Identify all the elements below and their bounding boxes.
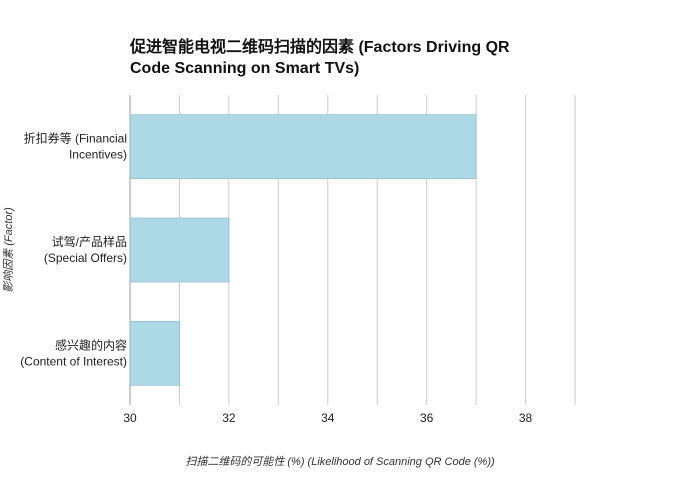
chart-title-line-1: 促进智能电视二维码扫描的因素 (Factors Driving QR [129,37,510,56]
x-tick-labels: 30 32 34 36 38 [123,411,532,425]
bar [130,218,229,282]
x-tick-label: 32 [222,411,236,425]
y-axis-title: 影响因素 (Factor) [2,207,15,293]
category-label: 试驾/产品样品 [52,234,127,249]
bar [130,321,179,385]
category-label: (Content of Interest) [20,354,127,368]
x-axis-title: 扫描二维码的可能性 (%) (Likelihood of Scanning QR… [185,455,495,468]
chart-title-line-2: Code Scanning on Smart TVs) [130,60,359,77]
bar [130,115,476,179]
x-tick-label: 30 [123,411,137,425]
y-category-labels: 折扣券等 (Financial Incentives) 试驾/产品样品 (Specia… [20,131,127,369]
category-label: (Special Offers) [44,251,127,265]
category-label: Incentives) [69,148,127,162]
bars [130,115,476,386]
x-tick-label: 36 [420,411,434,425]
x-tick-label: 34 [321,411,335,425]
category-label: 折扣券等 (Financial [24,131,127,146]
category-label: 感兴趣的内容 [55,337,127,352]
x-tick-label: 38 [519,411,533,425]
